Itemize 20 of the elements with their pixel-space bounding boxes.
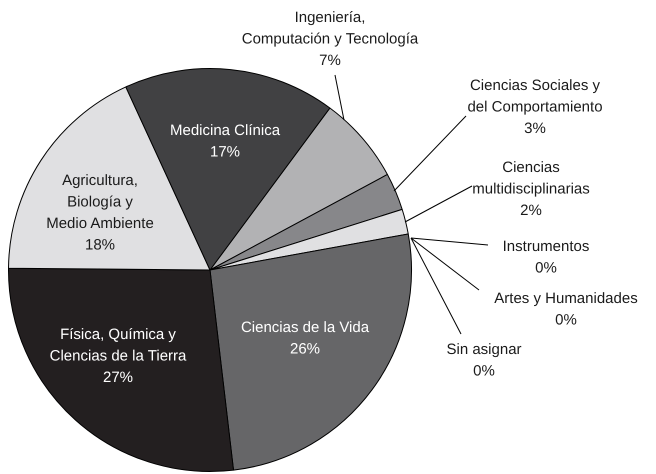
text: 0%: [535, 260, 557, 277]
data-label: 18%: [84, 236, 116, 254]
data-label: 7%: [319, 52, 341, 70]
slice-label: Ciencias de la Vida: [240, 319, 370, 336]
category-label: Artes y Humanidades: [494, 290, 638, 308]
text: 0%: [473, 362, 495, 380]
slice-label: Agricultura, Biología y Medio Ambiente: [46, 172, 154, 232]
data-label: 26%: [290, 340, 320, 358]
slice-label: Física, Química y Clencias de la Tierra: [50, 326, 188, 365]
slice-label: Ciencias multidisciplinarias: [472, 159, 590, 198]
category-label: Instrumentos: [502, 238, 590, 256]
data-label: 17%: [210, 144, 240, 161]
text: 0%: [555, 312, 577, 329]
slice-label: Ingeniería, Computación y Tecnología: [242, 9, 419, 48]
data-label: 3%: [524, 120, 546, 138]
data-label: 2%: [520, 202, 542, 220]
slice-label: Medicina Clínica: [170, 122, 281, 140]
data-label: 27%: [102, 369, 134, 386]
category-label: Sin asignar: [446, 341, 522, 358]
slice-label: Ciencias Sociales y del Comportamiento: [467, 77, 603, 116]
